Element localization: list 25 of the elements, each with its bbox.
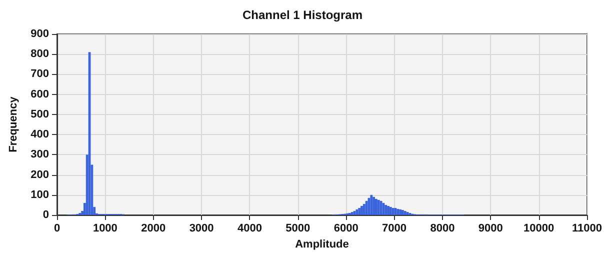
- x-tick-label: 10000: [524, 222, 554, 234]
- x-tick-label: 9000: [478, 222, 503, 234]
- x-tick-label: 5000: [286, 222, 310, 234]
- y-tick-label: 700: [30, 68, 49, 80]
- x-tick-label: 11000: [572, 222, 602, 234]
- x-axis-title: Amplitude: [295, 238, 349, 250]
- y-tick-label: 400: [30, 128, 49, 141]
- y-tick-label: 200: [30, 168, 49, 181]
- y-tick-label: 300: [30, 148, 49, 161]
- x-tick-label: 8000: [430, 222, 455, 234]
- y-axis-title: Frequency: [8, 96, 20, 152]
- x-tick-label: 3000: [189, 222, 214, 234]
- y-tick-label: 600: [30, 88, 49, 100]
- y-tick-label: 100: [30, 188, 49, 201]
- chart-title: Channel 1 Histogram: [242, 8, 363, 22]
- x-tick-label: 6000: [334, 222, 358, 234]
- x-tick-label: 4000: [237, 222, 262, 234]
- x-tick-label: 1000: [92, 222, 118, 234]
- x-tick-label: 0: [54, 222, 60, 234]
- y-tick-label: 800: [30, 48, 49, 60]
- y-tick-label: 0: [42, 209, 49, 221]
- y-tick-label: 500: [30, 108, 49, 120]
- y-tick-label: 900: [30, 28, 49, 40]
- x-tick-label: 7000: [382, 222, 407, 234]
- x-tick-label: 2000: [141, 222, 166, 234]
